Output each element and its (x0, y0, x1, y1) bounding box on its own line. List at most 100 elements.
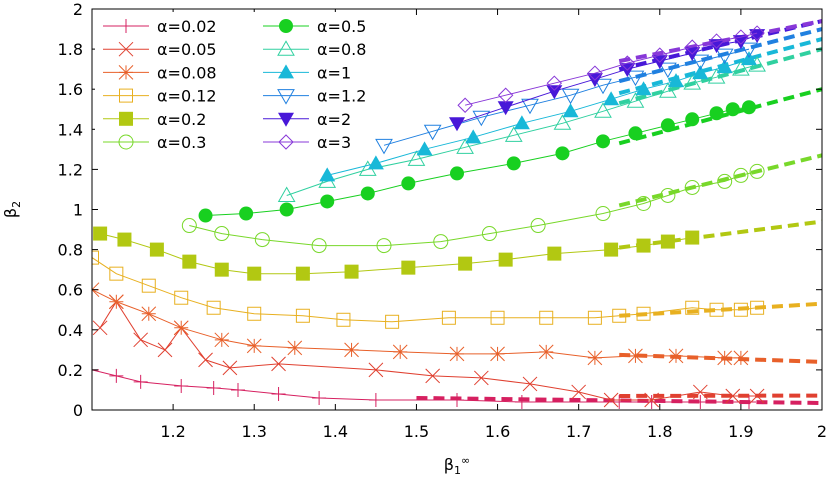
data-point (626, 92, 645, 108)
legend-entry: α=0.3 (103, 133, 206, 152)
legend-label: α=3 (317, 133, 351, 152)
fit-lines-layer (416, 19, 822, 405)
data-point (458, 256, 473, 271)
data-point (561, 88, 580, 105)
legend-label: α=1.2 (317, 87, 366, 106)
data-point (741, 51, 757, 66)
data-point (425, 368, 441, 384)
data-point (594, 102, 612, 118)
data-point (344, 264, 359, 279)
data-point (271, 356, 286, 372)
y-tick-label: 1.8 (58, 40, 83, 59)
data-point (732, 60, 750, 76)
data-point (368, 392, 383, 407)
data-point (538, 344, 554, 360)
legend-background (95, 12, 363, 150)
data-point (685, 112, 700, 127)
data-point (612, 394, 627, 409)
series-line (383, 48, 750, 146)
data-point (336, 312, 351, 327)
series-line (456, 34, 758, 124)
data-point (587, 65, 603, 81)
data-point (733, 29, 749, 45)
data-point (141, 306, 157, 322)
legend-entry: α=0.08 (103, 63, 217, 82)
data-point (254, 232, 270, 248)
data-point (652, 47, 668, 63)
series-3 (92, 250, 765, 329)
series-line (189, 170, 758, 247)
data-point (725, 388, 741, 404)
y-tick-label: 1.6 (58, 80, 83, 99)
legend-entry: α=3 (263, 133, 351, 152)
data-point (553, 114, 572, 130)
data-point (522, 376, 538, 392)
data-point (716, 59, 733, 74)
data-point (198, 352, 213, 368)
series-line (92, 257, 758, 323)
legend-label: α=0.2 (157, 110, 206, 129)
data-point (596, 134, 610, 149)
legend-entry: α=0.02 (103, 17, 217, 36)
data-point (740, 42, 758, 59)
data-point (709, 106, 724, 121)
data-point (668, 348, 684, 364)
series-0 (92, 362, 756, 409)
data-point (206, 380, 221, 395)
data-point (513, 115, 530, 130)
data-point (636, 306, 651, 321)
data-point (319, 167, 336, 182)
data-point (626, 70, 645, 87)
data-point (457, 97, 473, 113)
data-point (725, 102, 740, 117)
legend-marker (118, 65, 134, 80)
x-tick-label: 1.7 (566, 422, 591, 441)
data-point (603, 91, 620, 106)
data-point (376, 238, 392, 254)
data-point (407, 150, 426, 166)
x-tick-label: 1.2 (160, 422, 185, 441)
data-point (173, 320, 189, 336)
data-point (312, 390, 327, 405)
series-line (99, 300, 758, 401)
data-point (375, 138, 393, 155)
data-point (530, 218, 546, 234)
data-point (182, 254, 197, 269)
data-point (472, 110, 491, 127)
data-point (157, 342, 173, 358)
legend-marker (118, 41, 134, 57)
data-point (685, 230, 700, 245)
data-point (450, 392, 464, 407)
series-9 (375, 42, 758, 155)
data-point (547, 246, 562, 261)
legend-marker (279, 19, 293, 33)
data-point (555, 146, 570, 161)
data-point (717, 350, 733, 366)
data-point (708, 33, 725, 49)
data-point (108, 294, 124, 310)
data-point (749, 388, 765, 404)
data-point (295, 266, 310, 281)
data-point (684, 39, 700, 55)
data-point (277, 186, 296, 202)
series-line (99, 233, 693, 275)
legend-entry: α=0.05 (103, 40, 217, 59)
data-point (683, 74, 702, 90)
data-point (693, 394, 708, 409)
data-point (392, 344, 408, 360)
y-tick-label: 0 (73, 401, 83, 420)
data-point (635, 81, 652, 96)
data-point (660, 234, 675, 249)
data-point (497, 87, 514, 103)
data-point (311, 238, 327, 254)
legend-label: α=0.02 (157, 17, 217, 36)
data-point (668, 73, 684, 88)
legend-label: α=0.3 (157, 133, 206, 152)
data-point (320, 194, 335, 209)
data-point (644, 392, 660, 408)
series-layer (92, 25, 766, 409)
series-2 (92, 282, 749, 366)
x-tick-label: 2 (817, 422, 827, 441)
legend-marker (278, 134, 294, 150)
data-point (684, 179, 700, 195)
